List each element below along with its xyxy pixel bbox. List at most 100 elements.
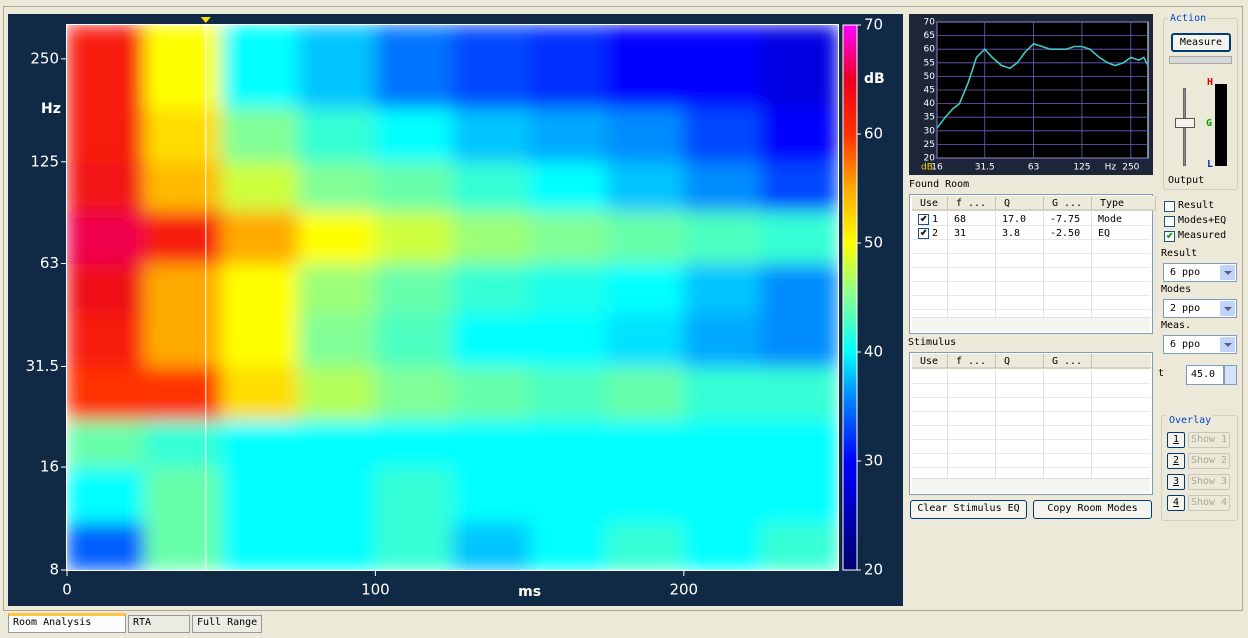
row-checkbox[interactable] <box>918 214 929 225</box>
time-spinner[interactable] <box>1224 365 1237 385</box>
heatmap-cell <box>452 25 531 109</box>
overlay-number[interactable]: 3 <box>1167 474 1185 490</box>
heatmap-cell <box>452 161 531 212</box>
heatmap-cell <box>144 107 222 163</box>
column-header[interactable]: Q <box>996 196 1044 211</box>
select-arrow[interactable] <box>1220 265 1235 280</box>
overlay-number[interactable]: 4 <box>1167 495 1185 511</box>
heatmap-cell <box>67 25 145 109</box>
table-cell: -7.75 <box>1050 214 1081 225</box>
tab[interactable]: Room Analysis <box>8 613 126 633</box>
column-header[interactable]: f ... <box>948 196 996 211</box>
heatmap-cell <box>375 467 453 524</box>
clear-stimulus-button[interactable]: Clear Stimulus EQ <box>910 500 1027 519</box>
heatmap-cell <box>144 263 222 315</box>
heatmap-cell <box>144 366 222 421</box>
x-tick-label: 250 <box>1122 163 1139 173</box>
heatmap-cell <box>529 366 608 421</box>
column-header[interactable]: Use <box>912 196 948 211</box>
overlay-show[interactable]: Show 2 <box>1188 453 1230 469</box>
heatmap-cell <box>683 419 762 468</box>
response-chart: 20 25 30 35 40 45 50 55 60 65 70 16 31.5 63 125 250 dB Hz <box>909 14 1153 175</box>
heatmap-cell <box>529 313 608 367</box>
overlay-show[interactable]: Show 4 <box>1188 495 1230 511</box>
heatmap-cell <box>606 263 685 315</box>
select-arrow[interactable] <box>1220 301 1235 316</box>
column-header[interactable]: f ... <box>948 354 996 369</box>
row-line <box>912 253 1150 254</box>
select-box[interactable]: 2 ppo <box>1163 299 1237 318</box>
select-label: Modes <box>1161 284 1192 295</box>
copy-modes-button[interactable]: Copy Room Modes <box>1033 500 1152 519</box>
y-tick-label: 40 <box>924 99 936 109</box>
overlay-show[interactable]: Show 1 <box>1188 432 1230 448</box>
heatmap-cell <box>67 161 145 212</box>
y-tick-label: 125 <box>30 152 59 170</box>
colorbar-tick-label: 70 <box>864 16 883 34</box>
row-line <box>912 439 1150 440</box>
time-field[interactable]: 45.0 <box>1186 365 1224 385</box>
heatmap-cell <box>375 263 453 315</box>
heatmap-cell <box>298 107 376 163</box>
heatmap-cell <box>683 161 762 212</box>
row-checkbox[interactable] <box>918 228 929 239</box>
y-axis-label: dB <box>921 163 933 173</box>
heatmap-cell <box>375 25 453 109</box>
heatmap-cell <box>452 522 531 570</box>
heatmap-cell <box>760 210 838 265</box>
row-line <box>912 309 1150 310</box>
slider-thumb[interactable] <box>1175 118 1195 128</box>
column-line <box>995 370 996 478</box>
column-header[interactable]: Q <box>996 354 1044 369</box>
row-line <box>912 383 1150 384</box>
response-line <box>936 42 1149 129</box>
measure-button[interactable]: Measure <box>1171 33 1231 52</box>
heatmap-cell <box>683 366 762 421</box>
overlay-number[interactable]: 1 <box>1167 432 1185 448</box>
tab[interactable]: RTA <box>128 615 190 633</box>
table-cell: -2.50 <box>1050 228 1081 239</box>
heatmap-cell <box>221 522 299 570</box>
table-cell: 17.0 <box>1002 214 1027 225</box>
x-axis-label: ms <box>518 584 541 600</box>
check-mark <box>920 228 927 236</box>
stimulus-title: Stimulus <box>908 337 957 348</box>
heatmap-cell <box>375 522 453 570</box>
spectrogram: 8 16 31.5 63 125 250 Hz 0 100 200 ms 20 30 40 50 60 70 dB <box>8 14 903 606</box>
select-box[interactable]: 6 ppo <box>1163 335 1237 354</box>
meter-low: L <box>1207 159 1214 170</box>
y-tick-label: 16 <box>40 458 59 476</box>
arrow-glyph <box>1224 307 1232 311</box>
column-header[interactable]: Type <box>1092 196 1156 211</box>
heatmap-cell <box>375 107 453 163</box>
overlay-number[interactable]: 2 <box>1167 453 1185 469</box>
colorbar-tick-label: 30 <box>864 452 883 470</box>
heatmap-cell <box>529 161 608 212</box>
heatmap-cell <box>683 522 762 570</box>
tab[interactable]: Full Range <box>192 615 262 633</box>
x-axis-label: Hz <box>1105 163 1117 173</box>
row-line <box>912 267 1150 268</box>
column-header[interactable]: Use <box>912 354 948 369</box>
display-checkbox[interactable] <box>1164 216 1175 227</box>
y-axis-label: Hz <box>41 101 61 117</box>
check-mark <box>1166 231 1173 239</box>
column-header[interactable]: G ... <box>1044 354 1092 369</box>
display-checkbox[interactable] <box>1164 231 1175 242</box>
column-header[interactable]: G ... <box>1044 196 1092 211</box>
heatmap-cell <box>760 313 838 367</box>
heatmap-cell <box>529 263 608 315</box>
heatmap-cell <box>221 25 299 109</box>
table-cell: 31 <box>954 228 967 239</box>
heatmap-cell <box>221 210 299 265</box>
display-checkbox[interactable] <box>1164 201 1175 212</box>
heatmap-cell <box>529 467 608 524</box>
overlay-show[interactable]: Show 3 <box>1188 474 1230 490</box>
heatmap-cell <box>67 467 145 524</box>
output-label: Output <box>1168 175 1205 186</box>
row-line <box>912 453 1150 454</box>
select-label: Meas. <box>1161 320 1192 331</box>
heatmap-cell <box>67 313 145 367</box>
select-box[interactable]: 6 ppo <box>1163 263 1237 282</box>
select-arrow[interactable] <box>1220 337 1235 352</box>
